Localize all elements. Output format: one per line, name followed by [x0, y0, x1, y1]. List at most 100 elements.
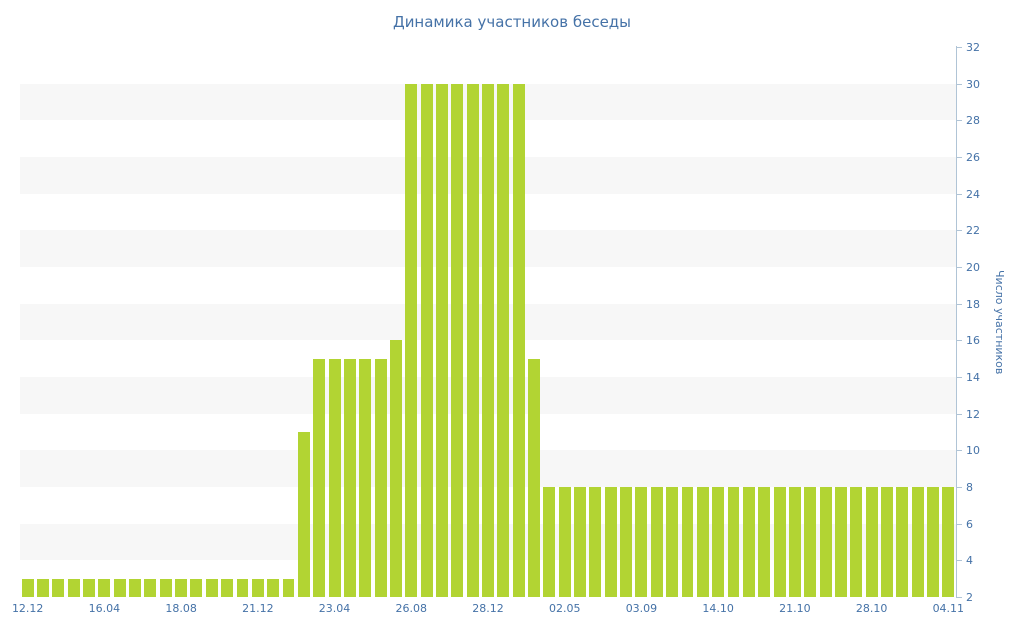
x-tick-label: 28.10	[855, 602, 888, 615]
plot-area	[20, 47, 956, 597]
x-tick-label: 14.10	[702, 602, 734, 615]
x-tick-label: 18.08	[165, 602, 197, 615]
bar	[313, 358, 326, 597]
bar	[574, 487, 587, 597]
y-tick-label: 22	[966, 224, 980, 238]
bar	[666, 487, 679, 597]
y-tick-mark	[956, 597, 962, 598]
x-tick-label: 26.08	[395, 602, 428, 615]
bar	[742, 487, 755, 597]
x-tick-label: 28.12	[472, 602, 504, 615]
bar	[727, 487, 740, 597]
x-tick-label: 12.12	[11, 602, 44, 615]
bar	[620, 487, 633, 597]
y-tick-mark	[956, 377, 962, 378]
bar	[236, 578, 249, 597]
x-tick-label: 03.09	[625, 602, 658, 615]
bar	[175, 578, 188, 597]
bar	[389, 340, 402, 597]
bar	[865, 487, 878, 597]
y-tick-mark	[956, 523, 962, 525]
bar	[834, 487, 847, 597]
x-tick-label: 23.04	[318, 602, 351, 615]
chart-title: Динамика участников беседы	[392, 13, 632, 31]
bar	[650, 487, 663, 597]
y-tick-mark	[956, 340, 962, 342]
y-tick-label: 12	[966, 407, 980, 421]
bar	[712, 487, 725, 597]
bar	[773, 487, 786, 597]
bar	[635, 487, 648, 597]
bar	[190, 578, 203, 597]
bar	[466, 83, 479, 597]
bar	[113, 578, 126, 597]
y-tick-label: 16	[966, 334, 980, 348]
y-tick-mark	[956, 230, 962, 232]
bar	[37, 578, 49, 597]
bar	[52, 578, 65, 597]
y-tick-label: 8	[966, 481, 973, 494]
bar	[297, 432, 310, 597]
bar	[558, 487, 571, 597]
bar	[589, 487, 602, 597]
x-tick-label: 04.11	[932, 602, 965, 615]
bar	[528, 358, 540, 597]
bar	[819, 487, 832, 597]
bar	[21, 578, 34, 597]
bar	[405, 83, 418, 597]
bar	[129, 578, 142, 597]
y-tick-mark	[956, 193, 962, 195]
y-tick-mark	[956, 450, 962, 452]
y-tick-mark	[956, 413, 962, 415]
y-axis-line	[956, 46, 957, 598]
bar	[374, 358, 387, 597]
bar	[221, 578, 234, 597]
y-tick-label: 18	[966, 297, 980, 311]
bar	[804, 487, 817, 597]
bar	[343, 358, 356, 597]
bar	[282, 578, 295, 597]
x-tick-label: 21.10	[779, 602, 811, 615]
y-tick-mark	[956, 487, 962, 488]
bar	[911, 487, 924, 597]
bar	[880, 487, 893, 597]
y-tick-mark	[956, 303, 962, 305]
bar	[251, 578, 264, 597]
bar	[451, 83, 464, 597]
bar	[758, 487, 771, 597]
bar	[435, 83, 448, 597]
bar	[98, 578, 111, 597]
bar	[850, 487, 863, 597]
y-tick-mark	[956, 47, 962, 48]
bar	[942, 487, 955, 597]
bar	[788, 487, 801, 597]
bar	[83, 578, 95, 597]
y-tick-label: 4	[966, 554, 973, 568]
x-tick-label: 02.05	[548, 602, 581, 615]
y-tick-label: 24	[966, 187, 980, 201]
y-tick-mark	[956, 267, 962, 268]
y-tick-label: 30	[966, 77, 980, 91]
bar	[681, 487, 694, 597]
y-tick-label: 28	[966, 114, 980, 128]
y-tick-label: 26	[966, 151, 980, 164]
bar	[543, 487, 556, 597]
y-tick-label: 10	[966, 444, 980, 458]
y-tick-label: 14	[966, 371, 980, 384]
bar	[497, 83, 510, 597]
bar	[420, 83, 433, 597]
y-tick-mark	[956, 157, 962, 158]
bar	[67, 578, 80, 597]
y-tick-label: 6	[966, 517, 973, 531]
bar	[512, 83, 525, 597]
y-tick-label: 20	[966, 261, 980, 274]
bar	[927, 487, 939, 597]
x-tick-label: 21.12	[242, 602, 274, 615]
bar	[696, 487, 709, 597]
y-axis-title: Число участников	[993, 269, 1006, 375]
bar	[205, 578, 218, 597]
y-tick-mark	[956, 560, 962, 562]
bar	[359, 358, 372, 597]
x-tick-label: 16.04	[88, 602, 121, 615]
